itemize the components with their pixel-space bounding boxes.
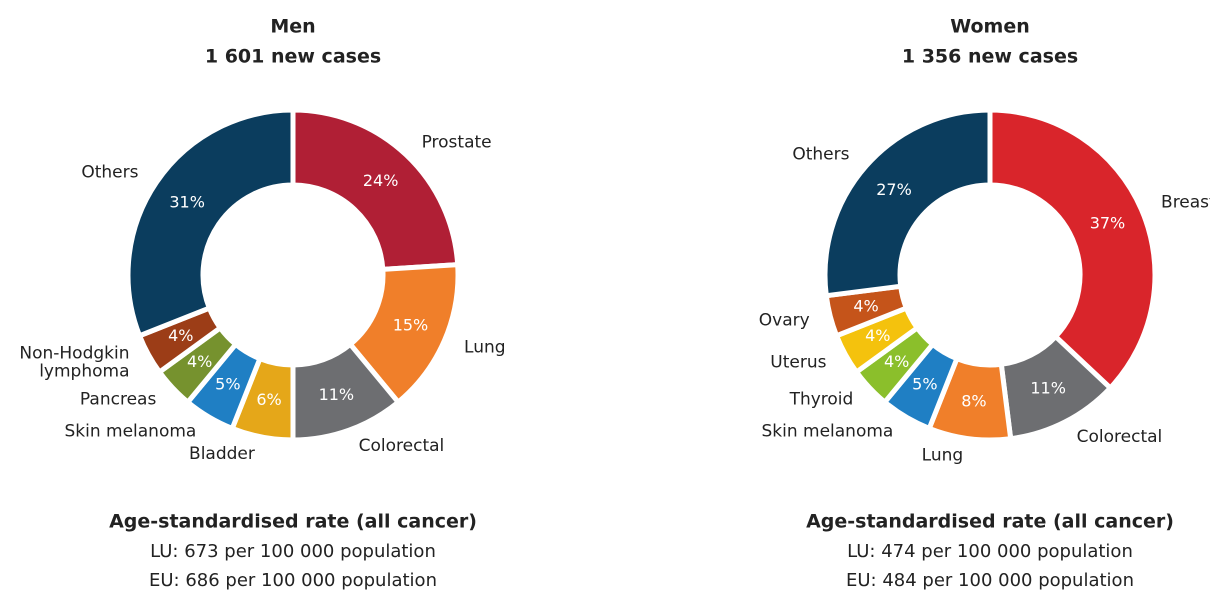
value-label: 4%: [865, 326, 890, 345]
value-label: 11%: [319, 385, 355, 404]
value-label: 4%: [853, 296, 878, 315]
value-label: 8%: [961, 391, 986, 410]
value-label: 4%: [884, 352, 909, 371]
chart-title: Women: [950, 16, 1030, 38]
category-label: Prostate: [422, 132, 492, 152]
value-label: 24%: [363, 171, 399, 190]
category-label: Breast: [1161, 193, 1210, 213]
category-label: Skin melanoma: [64, 422, 196, 442]
category-label: Lung: [922, 446, 964, 466]
value-label: 37%: [1090, 214, 1126, 233]
footer-title: Age-standardised rate (all cancer): [109, 511, 477, 533]
footer-line: EU: 484 per 100 000 population: [846, 570, 1134, 591]
chart-subtitle: 1 356 new cases: [902, 46, 1078, 68]
donut-slice: [987, 107, 1158, 392]
category-label: Colorectal: [359, 436, 445, 456]
value-label: 6%: [256, 390, 281, 409]
value-label: 4%: [187, 352, 212, 371]
category-label: Bladder: [189, 444, 255, 464]
footer-line: LU: 673 per 100 000 population: [150, 541, 436, 562]
value-label: 5%: [215, 375, 240, 394]
category-label: Non-Hodgkin lymphoma: [19, 344, 129, 382]
donut-slice: [125, 107, 296, 339]
category-label: Pancreas: [80, 390, 157, 410]
category-label: Ovary: [759, 310, 810, 330]
value-label: 31%: [169, 193, 205, 212]
value-label: 11%: [1030, 379, 1066, 398]
footer-line: EU: 686 per 100 000 population: [149, 570, 437, 591]
footer-title: Age-standardised rate (all cancer): [806, 511, 1174, 533]
category-label: Lung: [464, 337, 506, 357]
chart-title: Men: [270, 16, 315, 38]
donut-slice: [822, 107, 993, 299]
category-label: Thyroid: [789, 390, 854, 410]
category-label: Others: [792, 145, 849, 165]
category-label: Uterus: [770, 353, 826, 373]
chart-subtitle: 1 601 new cases: [205, 46, 381, 68]
donut-slice: [290, 107, 461, 273]
value-label: 4%: [168, 326, 193, 345]
value-label: 27%: [876, 180, 912, 199]
category-label: Skin melanoma: [761, 422, 893, 442]
category-label: Colorectal: [1077, 427, 1163, 447]
value-label: 15%: [393, 315, 429, 334]
value-label: 5%: [912, 375, 937, 394]
footer-line: LU: 474 per 100 000 population: [847, 541, 1133, 562]
category-label: Others: [81, 163, 138, 183]
